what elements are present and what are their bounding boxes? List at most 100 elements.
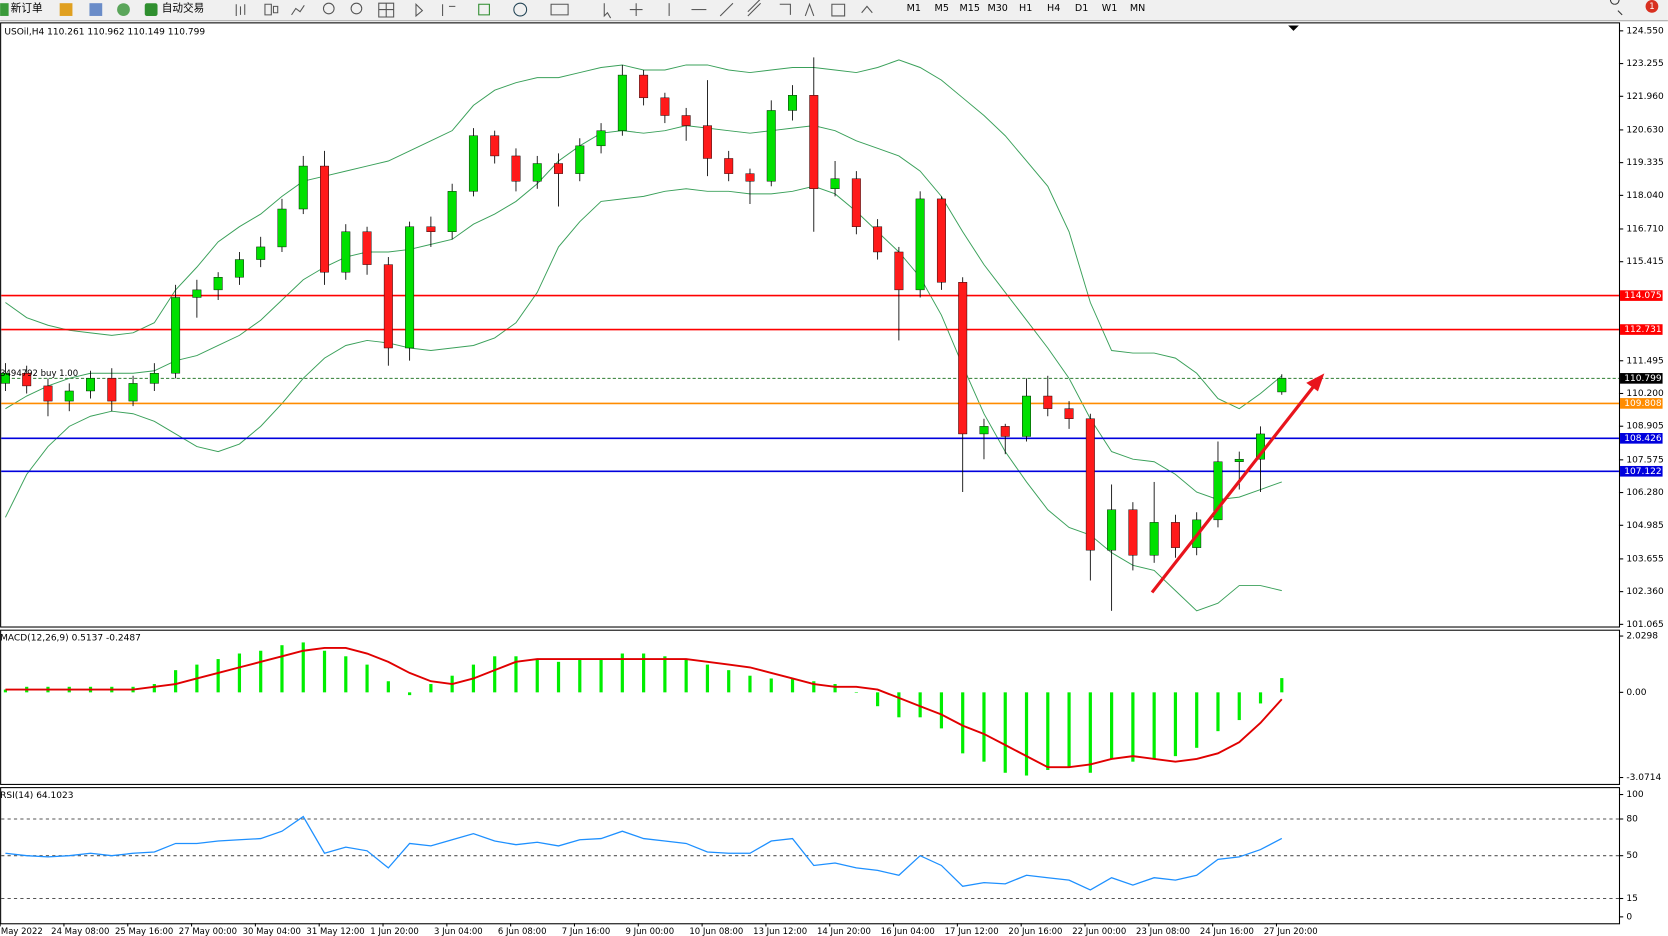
channel-icon[interactable] (747, 0, 761, 17)
timeframe-button[interactable]: M5 (935, 3, 949, 14)
notification-badge[interactable] (1645, 0, 1659, 13)
templates-icon[interactable] (550, 3, 569, 16)
x-tick-label: 16 Jun 04:00 (881, 927, 935, 936)
macd-bar (514, 656, 518, 693)
candle-body (447, 191, 457, 232)
notification-count[interactable]: 1 (1649, 2, 1654, 12)
timeframe-button[interactable]: H1 (1019, 3, 1032, 14)
y-tick-label: 121.960 (1626, 92, 1664, 102)
timeframe-button[interactable]: D1 (1075, 3, 1088, 14)
candle-body (851, 178, 861, 227)
shapes-icon[interactable] (861, 5, 873, 14)
x-tick-label: 30 May 04:00 (243, 927, 301, 936)
macd-bar (578, 659, 582, 693)
candle-body (766, 110, 776, 182)
candle-body (490, 135, 500, 157)
search-icon[interactable] (1609, 0, 1623, 16)
x-tick-label: 24 Jun 16:00 (1200, 927, 1254, 936)
y-tick-label: 2.0298 (1626, 632, 1658, 642)
macd-bar (769, 678, 773, 693)
candle-body (660, 97, 670, 116)
candle-body (532, 163, 542, 182)
toolbar-bg (0, 0, 1668, 21)
y-tick-label: 103.655 (1626, 554, 1663, 564)
bar-chart-icon[interactable] (235, 4, 246, 16)
macd-signal (5, 647, 1283, 769)
y-tick-label: 124.550 (1626, 26, 1664, 36)
toolbar-icons[interactable] (235, 0, 873, 19)
crosshair-icon[interactable] (629, 3, 643, 16)
timeframe-button[interactable]: M15 (960, 3, 980, 14)
indicators-icon[interactable] (478, 3, 490, 16)
zoom-out-icon[interactable] (350, 2, 363, 15)
x-tick-label: 27 May 00:00 (179, 927, 237, 936)
text-icon[interactable] (804, 2, 815, 17)
label-icon[interactable] (831, 3, 846, 17)
candle-icon[interactable] (264, 3, 279, 16)
candle-body (936, 198, 946, 283)
price-level-label: 109.808 (1624, 399, 1662, 409)
candle-body (681, 115, 691, 126)
line-chart-icon[interactable] (291, 5, 305, 16)
y-tick-label: 106.280 (1626, 488, 1664, 498)
macd-bar (1280, 678, 1284, 693)
timeframe-button[interactable]: M1 (907, 3, 921, 14)
candle-body (22, 373, 32, 387)
macd-bar (663, 656, 667, 693)
macd-pane (0, 629, 1621, 785)
macd-bar (642, 653, 646, 693)
candle-body (234, 259, 244, 278)
tile-icon[interactable] (378, 2, 395, 18)
candle-body (405, 226, 415, 349)
scroll-icon[interactable] (415, 2, 424, 18)
macd-bar (684, 659, 688, 693)
fibo-icon[interactable] (779, 3, 791, 15)
x-tick-label: 14 Jun 20:00 (817, 927, 871, 936)
macd-bar (961, 692, 965, 754)
tool-icon[interactable] (59, 3, 73, 16)
trendline-icon[interactable] (719, 2, 734, 17)
y-tick-label: 108.905 (1626, 422, 1663, 432)
new-order-button[interactable]: 新订单 (11, 2, 43, 15)
candle-body (1064, 408, 1074, 419)
timeframe-button[interactable]: W1 (1102, 3, 1118, 14)
y-tick-label: 118.040 (1626, 191, 1664, 201)
y-tick-label: 100 (1626, 790, 1643, 800)
candle-body (192, 289, 202, 298)
macd-bar (1173, 692, 1178, 757)
new-order-icon[interactable] (0, 3, 9, 16)
tool-icon[interactable] (89, 3, 103, 16)
auto-trading-icon[interactable] (144, 3, 158, 16)
zoom-in-icon[interactable] (322, 2, 335, 15)
candle-body (1277, 378, 1287, 393)
main-pane (0, 22, 1621, 628)
macd-bar (259, 650, 263, 693)
x-tick-label: 3 Jun 04:00 (434, 927, 483, 936)
candle-body (1149, 522, 1159, 556)
shift-marker (1288, 25, 1299, 31)
timeframe-button[interactable]: H4 (1047, 3, 1060, 14)
macd-bar (344, 656, 348, 693)
periods-icon[interactable] (513, 2, 528, 17)
candle-body (979, 426, 989, 435)
macd-bar (620, 653, 624, 693)
macd-bar (939, 692, 944, 729)
timeframe-button[interactable]: MN (1130, 3, 1145, 14)
shift-icon[interactable] (442, 4, 456, 16)
candle-body (86, 378, 95, 392)
candle-body (128, 383, 138, 402)
tool-icon[interactable] (117, 3, 130, 16)
cursor-icon[interactable] (603, 3, 612, 19)
y-tick-label: 15 (1626, 894, 1638, 904)
candle-body (64, 390, 74, 402)
x-tick-label: 27 Jun 20:00 (1264, 927, 1318, 936)
auto-trading-button[interactable]: 自动交易 (162, 2, 205, 15)
candle-body (1000, 426, 1010, 437)
price-level-tag (1620, 433, 1663, 444)
timeframe-button[interactable]: M30 (987, 3, 1007, 14)
candle-body (1107, 509, 1117, 551)
macd-bar (1024, 692, 1029, 776)
candle-body (873, 226, 883, 253)
y-tick-label: 119.335 (1626, 158, 1663, 168)
y-tick-label: 116.710 (1626, 224, 1664, 234)
